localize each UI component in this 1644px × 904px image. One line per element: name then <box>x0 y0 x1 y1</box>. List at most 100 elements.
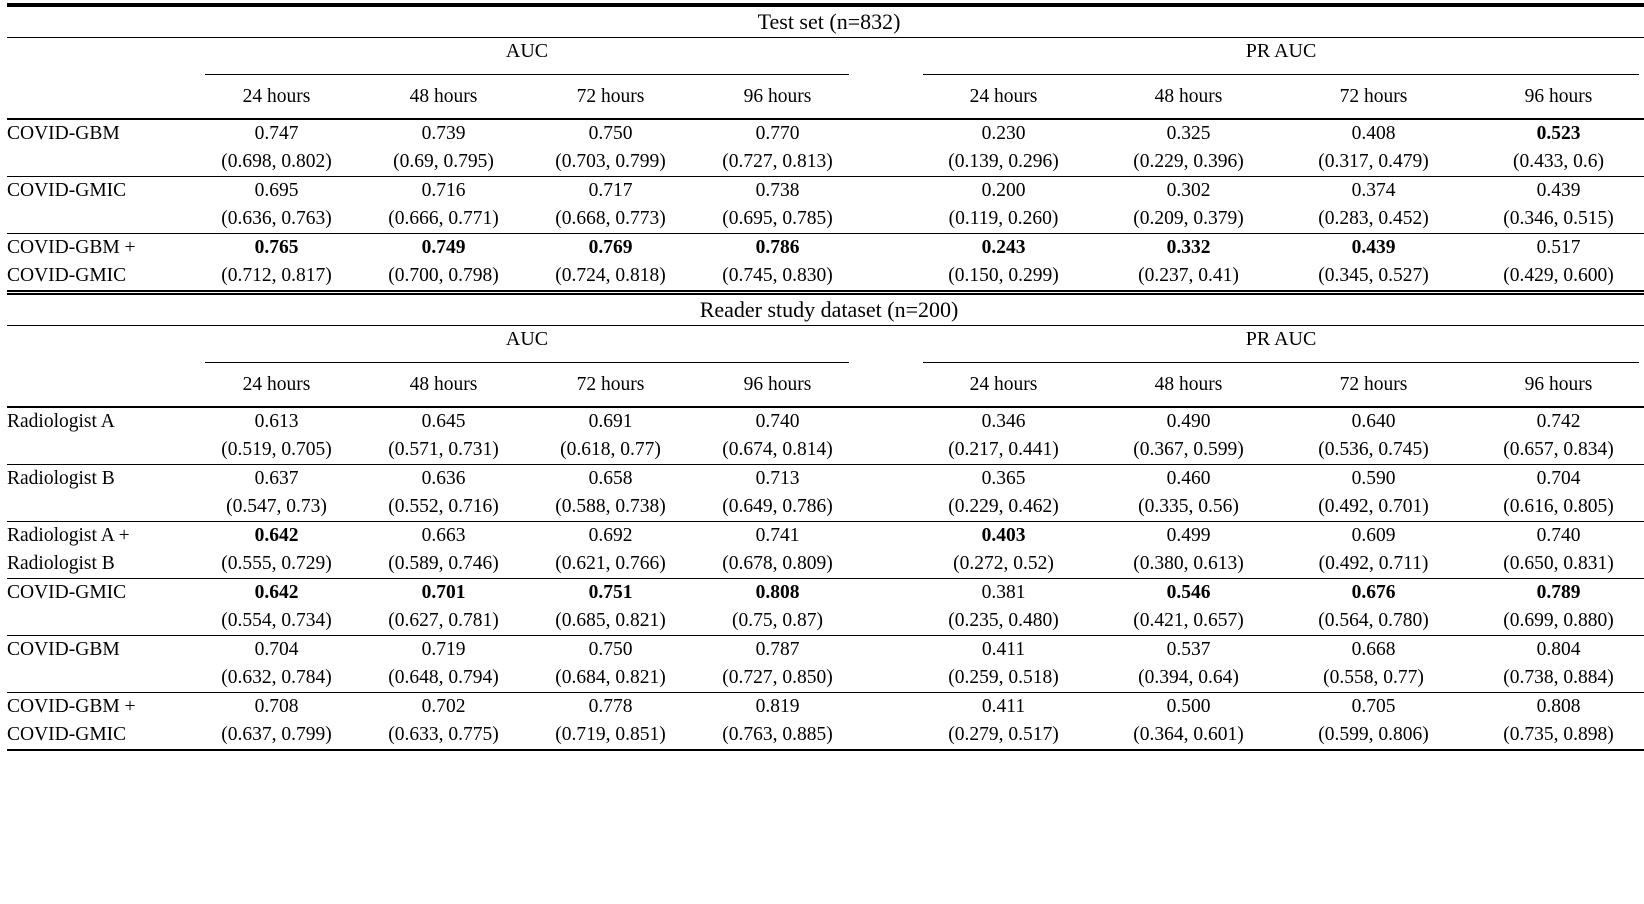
metric-cell: 0.490 (0.367, 0.599) <box>1096 406 1281 465</box>
metric-cell: 0.243 (0.150, 0.299) <box>911 233 1096 293</box>
metric-cell: 0.740 (0.650, 0.831) <box>1466 521 1644 579</box>
time-header: 48 hours <box>1096 75 1281 120</box>
metric-value: 0.636 <box>421 468 466 489</box>
time-header: 48 hours <box>1096 363 1281 408</box>
confidence-interval: (0.217, 0.441) <box>948 439 1059 460</box>
metric-cell: 0.668 (0.558, 0.77) <box>1281 635 1466 693</box>
metric-cell: 0.230 (0.139, 0.296) <box>911 118 1096 177</box>
confidence-interval: (0.738, 0.884) <box>1503 667 1614 688</box>
confidence-interval: (0.364, 0.601) <box>1133 724 1244 745</box>
metric-cell: 0.769 (0.724, 0.818) <box>527 233 694 293</box>
confidence-interval: (0.209, 0.379) <box>1133 208 1244 229</box>
metric-value: 0.742 <box>1536 411 1581 432</box>
time-header: 24 hours <box>911 363 1096 408</box>
confidence-interval: (0.380, 0.613) <box>1133 553 1244 574</box>
row-label: COVID-GBM <box>7 635 193 693</box>
confidence-interval: (0.429, 0.600) <box>1503 265 1614 286</box>
time-header: 72 hours <box>1281 363 1466 408</box>
metric-value: 0.717 <box>588 180 633 201</box>
metric-value: 0.747 <box>254 123 299 144</box>
metric-cell: 0.749 (0.700, 0.798) <box>360 233 527 293</box>
metric-value: 0.740 <box>755 411 800 432</box>
metric-cell: 0.546 (0.421, 0.657) <box>1096 578 1281 636</box>
metric-cell: 0.332 (0.237, 0.41) <box>1096 233 1281 293</box>
metric-value: 0.499 <box>1166 525 1211 546</box>
metric-cell: 0.403 (0.272, 0.52) <box>911 521 1096 579</box>
time-header: 96 hours <box>1466 75 1644 120</box>
row-label: COVID-GBM + COVID-GMIC <box>7 692 193 751</box>
metric-value: 0.546 <box>1166 582 1211 603</box>
time-header: 96 hours <box>694 363 861 408</box>
confidence-interval: (0.558, 0.77) <box>1323 667 1424 688</box>
metric-cell: 0.500 (0.364, 0.601) <box>1096 692 1281 751</box>
metric-value: 0.439 <box>1351 237 1396 258</box>
confidence-interval: (0.367, 0.599) <box>1133 439 1244 460</box>
confidence-interval: (0.279, 0.517) <box>948 724 1059 745</box>
row-label: COVID-GBM <box>7 118 193 177</box>
confidence-interval: (0.259, 0.518) <box>948 667 1059 688</box>
confidence-interval: (0.119, 0.260) <box>948 208 1059 229</box>
metric-cell: 0.770 (0.727, 0.813) <box>694 118 861 177</box>
table-row: Radiologist B 0.637 (0.547, 0.73) 0.636 (0.5… <box>7 464 1644 522</box>
metric-value: 0.739 <box>421 123 466 144</box>
confidence-interval: (0.703, 0.799) <box>555 151 666 172</box>
confidence-interval: (0.283, 0.452) <box>1318 208 1429 229</box>
metric-cell: 0.325 (0.229, 0.396) <box>1096 118 1281 177</box>
confidence-interval: (0.745, 0.830) <box>722 265 833 286</box>
metric-value: 0.243 <box>981 237 1026 258</box>
confidence-interval: (0.633, 0.775) <box>388 724 499 745</box>
metric-value: 0.749 <box>421 237 466 258</box>
metric-value: 0.716 <box>421 180 466 201</box>
metric-group-label: AUC <box>205 38 849 75</box>
confidence-interval: (0.735, 0.898) <box>1503 724 1614 745</box>
column-spacer <box>861 326 911 364</box>
confidence-interval: (0.564, 0.780) <box>1318 610 1429 631</box>
metric-value: 0.640 <box>1351 411 1396 432</box>
metric-cell: 0.381 (0.235, 0.480) <box>911 578 1096 636</box>
metric-value: 0.439 <box>1536 180 1581 201</box>
metric-value: 0.808 <box>1536 696 1581 717</box>
confidence-interval: (0.666, 0.771) <box>388 208 499 229</box>
metric-cell: 0.517 (0.429, 0.600) <box>1466 233 1644 293</box>
metric-cell: 0.613 (0.519, 0.705) <box>193 406 360 465</box>
confidence-interval: (0.763, 0.885) <box>722 724 833 745</box>
metric-value: 0.704 <box>1536 468 1581 489</box>
metric-value: 0.676 <box>1351 582 1396 603</box>
confidence-interval: (0.678, 0.809) <box>722 553 833 574</box>
metric-cell: 0.786 (0.745, 0.830) <box>694 233 861 293</box>
metric-value: 0.778 <box>588 696 633 717</box>
metric-value: 0.695 <box>254 180 299 201</box>
confidence-interval: (0.616, 0.805) <box>1503 496 1614 517</box>
metric-group-label: PR AUC <box>923 38 1640 75</box>
metric-value: 0.819 <box>755 696 800 717</box>
metric-cell: 0.716 (0.666, 0.771) <box>360 176 527 234</box>
metric-cell: 0.537 (0.394, 0.64) <box>1096 635 1281 693</box>
confidence-interval: (0.632, 0.784) <box>221 667 332 688</box>
metric-cell: 0.747 (0.698, 0.802) <box>193 118 360 177</box>
confidence-interval: (0.657, 0.834) <box>1503 439 1614 460</box>
metric-value: 0.537 <box>1166 639 1211 660</box>
metric-cell: 0.741 (0.678, 0.809) <box>694 521 861 579</box>
column-spacer <box>861 635 911 693</box>
confidence-interval: (0.229, 0.462) <box>948 496 1059 517</box>
metric-value: 0.332 <box>1166 237 1211 258</box>
metric-cell: 0.645 (0.571, 0.731) <box>360 406 527 465</box>
column-spacer <box>861 176 911 234</box>
confidence-interval: (0.727, 0.850) <box>722 667 833 688</box>
metric-value: 0.713 <box>755 468 800 489</box>
confidence-interval: (0.637, 0.799) <box>221 724 332 745</box>
metric-value: 0.637 <box>254 468 299 489</box>
metric-cell: 0.702 (0.633, 0.775) <box>360 692 527 751</box>
metric-value: 0.517 <box>1536 237 1581 258</box>
confidence-interval: (0.727, 0.813) <box>722 151 833 172</box>
metric-value: 0.346 <box>981 411 1026 432</box>
confidence-interval: (0.492, 0.701) <box>1318 496 1429 517</box>
metric-group-header-pr-auc: PR AUC <box>911 326 1644 363</box>
section-title: Test set (n=832) <box>7 3 1644 38</box>
time-header: 96 hours <box>694 75 861 120</box>
confidence-interval: (0.547, 0.73) <box>226 496 327 517</box>
metric-group-header-pr-auc: PR AUC <box>911 38 1644 75</box>
metric-value: 0.663 <box>421 525 466 546</box>
metric-cell: 0.740 (0.674, 0.814) <box>694 406 861 465</box>
